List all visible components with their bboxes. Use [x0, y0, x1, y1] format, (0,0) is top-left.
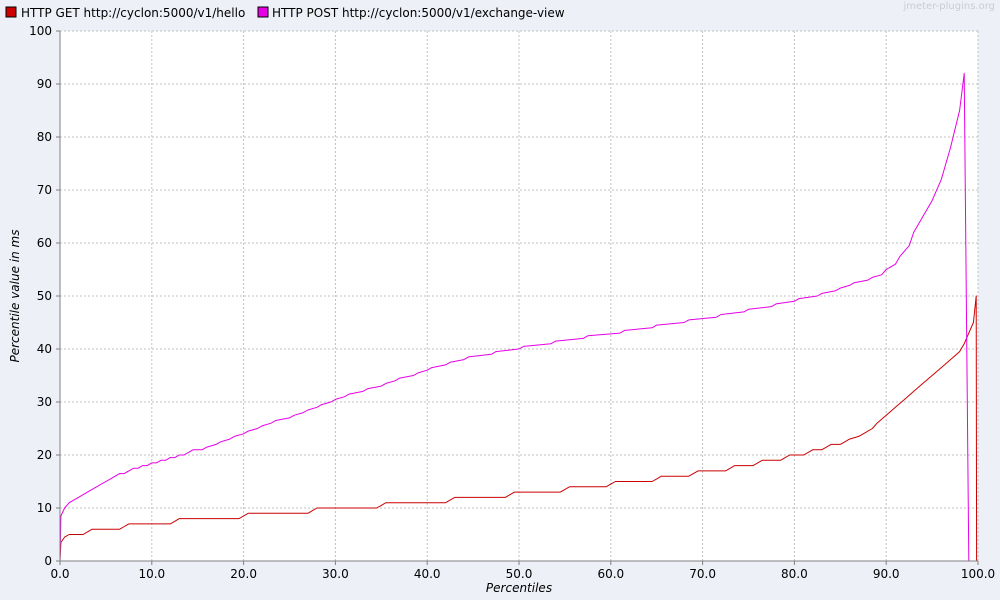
x-axis-title: Percentiles [486, 581, 552, 595]
y-tick-label: 30 [37, 395, 52, 409]
y-tick-label: 60 [37, 236, 52, 250]
x-tick-label: 100.0 [961, 567, 995, 581]
x-tick-label: 80.0 [781, 567, 808, 581]
y-axis-title: Percentile value in ms [8, 230, 22, 363]
x-tick-label: 10.0 [138, 567, 165, 581]
legend-item-get[interactable]: HTTP GET http://cyclon:5000/v1/hello [6, 6, 245, 20]
legend-swatch-get [6, 7, 16, 17]
x-tick-label: 0.0 [50, 567, 69, 581]
y-tick-label: 70 [37, 183, 52, 197]
y-tick-label: 10 [37, 501, 52, 515]
legend-label-post: HTTP POST http://cyclon:5000/v1/exchange… [272, 6, 565, 20]
x-tick-label: 30.0 [322, 567, 349, 581]
watermark: jmeter-plugins.org [902, 1, 995, 12]
y-tick-label: 90 [37, 77, 52, 91]
legend: HTTP GET http://cyclon:5000/v1/hello HTT… [6, 6, 565, 20]
y-tick-label: 100 [29, 24, 52, 38]
y-tick-label: 50 [37, 289, 52, 303]
x-tick-label: 90.0 [873, 567, 900, 581]
legend-item-post[interactable]: HTTP POST http://cyclon:5000/v1/exchange… [258, 6, 565, 20]
x-tick-label: 60.0 [597, 567, 624, 581]
y-tick-label: 0 [44, 554, 52, 568]
y-tick-label: 40 [37, 342, 52, 356]
x-tick-label: 50.0 [506, 567, 533, 581]
legend-label-get: HTTP GET http://cyclon:5000/v1/hello [21, 6, 245, 20]
x-tick-label: 40.0 [414, 567, 441, 581]
y-tick-label: 20 [37, 448, 52, 462]
x-tick-label: 70.0 [689, 567, 716, 581]
x-tick-label: 20.0 [230, 567, 257, 581]
legend-swatch-post [258, 7, 268, 17]
y-tick-label: 80 [37, 130, 52, 144]
